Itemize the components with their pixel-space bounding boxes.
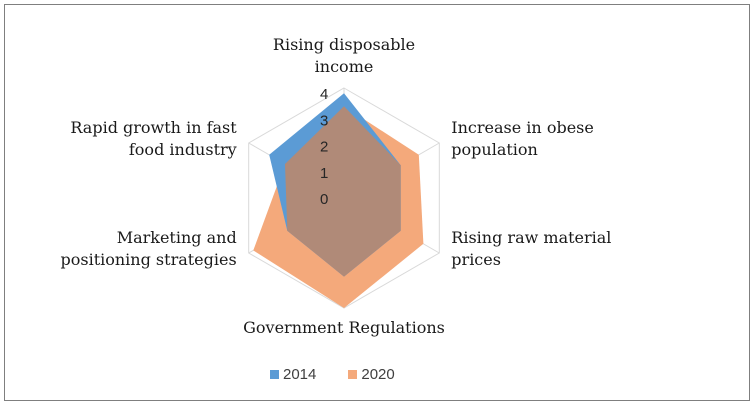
category-label: population (451, 140, 538, 159)
category-label: Increase in obese (451, 118, 594, 137)
category-label: Marketing and (117, 228, 237, 247)
category-label: income (315, 57, 374, 76)
legend-item-2020: 2020 (348, 366, 395, 383)
category-label: food industry (129, 140, 237, 159)
category-label: Rapid growth in fast (70, 118, 237, 137)
legend-item-2014: 2014 (270, 366, 316, 383)
radial-tick-labels: 0 1 2 3 4 (320, 86, 328, 208)
series-overlap-area (285, 106, 401, 277)
legend-label-2020: 2020 (361, 366, 395, 383)
radial-tick-label: 1 (320, 165, 328, 182)
category-label: Government Regulations (243, 318, 445, 337)
category-labels: Rising disposable income Increase in obese… (60, 35, 611, 337)
legend-swatch-2020 (348, 370, 358, 379)
radial-tick-label: 3 (320, 112, 328, 129)
category-label: Rising raw material (451, 228, 611, 247)
legend-label-2014: 2014 (283, 366, 317, 383)
legend-swatch-2014 (270, 370, 279, 379)
radial-tick-label: 2 (320, 139, 328, 156)
category-label: Rising disposable (273, 35, 415, 54)
category-label: prices (451, 250, 501, 269)
radial-tick-label: 4 (320, 86, 328, 103)
legend: 2014 2020 (270, 366, 427, 383)
radial-tick-label: 0 (320, 191, 328, 208)
category-label: positioning strategies (60, 250, 236, 269)
